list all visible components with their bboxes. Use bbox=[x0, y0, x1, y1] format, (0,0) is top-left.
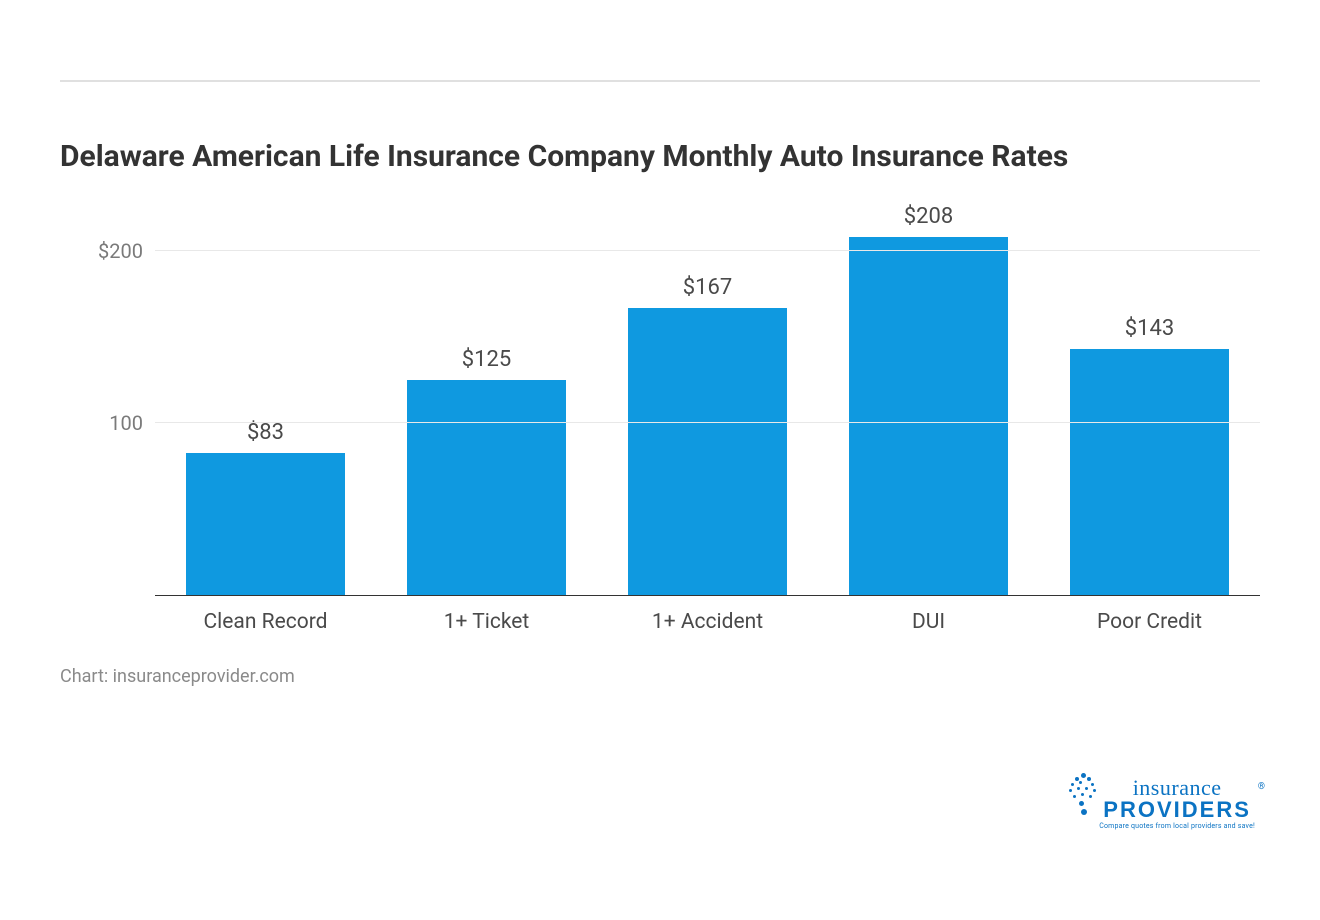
bar-slot: $83 bbox=[155, 216, 376, 596]
x-axis-labels: Clean Record1+ Ticket1+ AccidentDUIPoor … bbox=[155, 610, 1260, 634]
plot-area: $83$125$167$208$143 100$200 bbox=[155, 216, 1260, 596]
x-tick-label: DUI bbox=[818, 610, 1039, 634]
x-tick-label: 1+ Ticket bbox=[376, 610, 597, 634]
bar-value-label: $167 bbox=[683, 275, 732, 300]
gridline bbox=[155, 422, 1260, 423]
x-axis-baseline bbox=[155, 595, 1260, 597]
x-tick-label: Poor Credit bbox=[1039, 610, 1260, 634]
bar bbox=[849, 237, 1008, 596]
y-tick-label: 100 bbox=[109, 411, 143, 435]
bar-slot: $143 bbox=[1039, 216, 1260, 596]
bar bbox=[186, 453, 345, 596]
bar bbox=[628, 308, 787, 596]
brand-logo: ® insurance PROVIDERS Compare quotes fro… bbox=[1099, 777, 1255, 830]
logo-tagline: Compare quotes from local providers and … bbox=[1099, 823, 1255, 830]
gridline bbox=[155, 250, 1260, 251]
bar-value-label: $208 bbox=[904, 204, 953, 229]
bar-slot: $208 bbox=[818, 216, 1039, 596]
top-divider bbox=[60, 80, 1260, 82]
chart-title: Delaware American Life Insurance Company… bbox=[60, 137, 1160, 176]
logo-bottom-word: PROVIDERS bbox=[1099, 799, 1255, 821]
bars-group: $83 $125 $167 $208 $143 bbox=[155, 216, 1260, 596]
page-container: Delaware American Life Insurance Company… bbox=[0, 0, 1320, 920]
logo-top-word: insurance bbox=[1099, 777, 1255, 799]
logo-swoosh-icon bbox=[1067, 771, 1101, 811]
registered-mark: ® bbox=[1258, 783, 1265, 792]
y-tick-label: $200 bbox=[98, 239, 143, 263]
bar bbox=[1070, 349, 1229, 596]
bar-slot: $125 bbox=[376, 216, 597, 596]
bar-slot: $167 bbox=[597, 216, 818, 596]
chart-source: Chart: insuranceprovider.com bbox=[60, 666, 1260, 687]
bar-value-label: $83 bbox=[247, 420, 284, 445]
x-tick-label: 1+ Accident bbox=[597, 610, 818, 634]
x-tick-label: Clean Record bbox=[155, 610, 376, 634]
bar-chart: $83$125$167$208$143 100$200 Clean Record… bbox=[60, 216, 1260, 596]
bar bbox=[407, 380, 566, 596]
bar-value-label: $143 bbox=[1125, 316, 1174, 341]
bar-value-label: $125 bbox=[462, 347, 511, 372]
